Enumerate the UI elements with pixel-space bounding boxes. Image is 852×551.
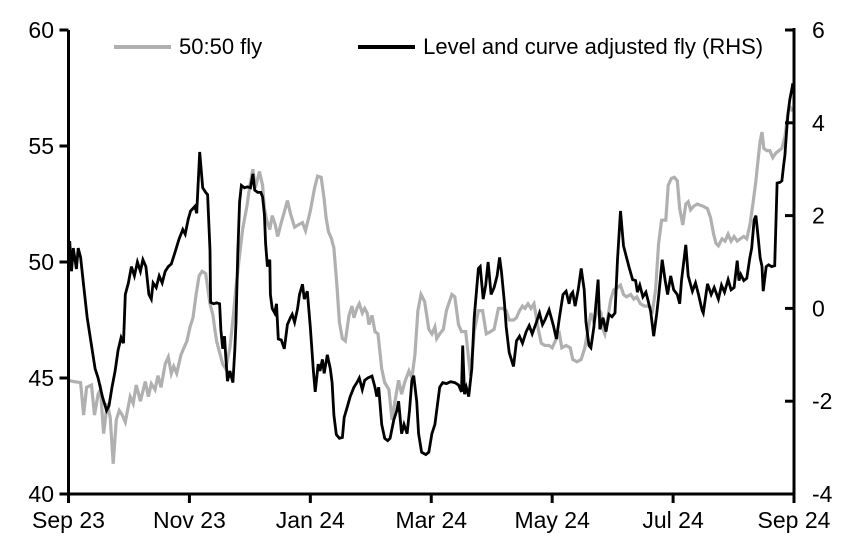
series-line-level-and-curve-adjusted-fly-rhs xyxy=(67,83,795,457)
y-right-tick-label: -2 xyxy=(812,388,832,414)
ticks-group xyxy=(59,28,796,503)
x-tick-label: Jul 24 xyxy=(642,507,704,533)
x-tick-label: Mar 24 xyxy=(395,507,467,533)
x-tick-label: Sep 24 xyxy=(758,507,831,533)
series-line-50-50-fly xyxy=(68,102,795,464)
y-left-tick-label: 45 xyxy=(28,365,54,391)
x-tick-label: Sep 23 xyxy=(32,507,105,533)
tick-labels-group: 40 45 50 55 60 -4 -2 0 2 4 6 Sep 23 Nov 23 Jan 24 Mar … xyxy=(28,17,832,533)
y-left-tick-label: 40 xyxy=(28,481,54,507)
y-right-tick-label: 4 xyxy=(812,110,825,136)
x-tick-label: Nov 23 xyxy=(153,507,226,533)
x-tick-label: Jan 24 xyxy=(276,507,345,533)
axes-group xyxy=(59,28,796,503)
y-right-tick-label: -4 xyxy=(812,481,833,507)
y-left-tick-label: 60 xyxy=(28,17,54,43)
y-right-tick-label: 6 xyxy=(812,17,825,43)
y-right-tick-label: 0 xyxy=(812,295,825,321)
y-left-tick-label: 50 xyxy=(28,249,54,275)
x-tick-label: May 24 xyxy=(514,507,590,533)
y-right-tick-label: 2 xyxy=(812,203,825,229)
series-group xyxy=(67,83,795,464)
y-left-tick-label: 55 xyxy=(28,133,54,159)
